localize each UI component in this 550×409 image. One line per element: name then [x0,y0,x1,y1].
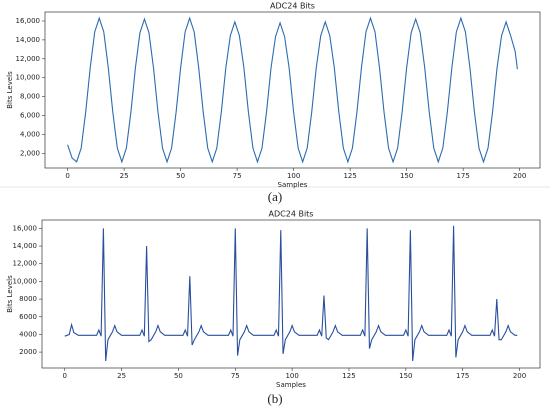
x-tick-label: 75 [233,172,242,180]
x-tick-label: 25 [117,372,126,380]
plot-area [41,219,541,369]
y-tick-label: 4,000 [20,130,40,138]
y-tick-label: 10,000 [16,74,41,82]
x-tick-label: 50 [174,372,183,380]
x-tick-label: 75 [231,372,240,380]
y-tick-label: 12,000 [16,55,41,63]
x-tick-label: 200 [513,372,526,380]
chart-title: ADC24 Bits [269,210,314,219]
y-tick-label: 16,000 [13,224,38,232]
caption: (a) [268,189,282,204]
chart-title: ADC24 Bits [270,2,315,11]
x-tick-label: 200 [513,172,526,180]
x-tick-label: 100 [287,172,300,180]
x-tick-label: 0 [63,372,67,380]
data-line [64,225,518,361]
x-tick-label: 25 [120,172,129,180]
y-tick-label: 8,000 [20,93,40,101]
y-tick-label: 2,000 [20,149,40,157]
y-tick-label: 16,000 [16,17,41,25]
x-tick-label: 50 [176,172,185,180]
x-tick-label: 125 [343,172,356,180]
y-tick-label: 2000 [19,348,37,356]
x-tick-label: 100 [285,372,298,380]
y-tick-label: 10,000 [13,277,38,285]
y-tick-label: 6000 [19,313,37,321]
x-tick-label: 150 [399,372,412,380]
y-tick-label: 12,000 [13,260,38,268]
y-tick-label: 14,000 [13,242,38,250]
x-axis-label: Samples [278,181,308,189]
y-tick-label: 4000 [19,330,37,338]
x-tick-label: 175 [456,172,469,180]
x-tick-label: 175 [456,372,469,380]
data-line [67,16,518,164]
x-tick-label: 0 [65,172,69,180]
y-axis-label: Bits Levels [6,275,14,313]
y-tick-label: 8000 [19,295,37,303]
y-axis-label: Bits Levels [6,71,14,109]
y-tick-label: 6,000 [20,112,40,120]
y-tick-label: 14,000 [16,36,41,44]
x-tick-label: 150 [400,172,413,180]
caption: (b) [267,391,282,406]
x-tick-label: 125 [342,372,355,380]
x-axis-label: Samples [276,381,306,389]
